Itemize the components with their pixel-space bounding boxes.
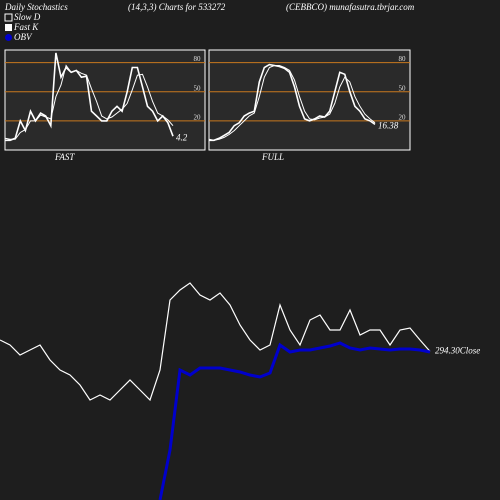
value-label-number: 294.30 [435,345,460,355]
y-tick-label: 80 [194,55,202,63]
y-tick-label: 20 [194,113,202,121]
y-tick-label: 50 [194,84,202,92]
header-left: Daily Stochastics [4,2,68,12]
series-line [209,63,376,142]
series-line [0,282,431,402]
legend-entry: OBV [14,32,33,42]
panel [4,49,206,151]
series-line [4,64,174,140]
panel [208,49,411,151]
y-tick-label: 50 [399,84,407,92]
series-line [5,52,174,142]
panel-label: FULL [261,152,284,162]
series-line [208,65,376,141]
y-tick-label: 20 [399,113,407,121]
legend-swatch [5,24,12,31]
series-line [158,341,431,500]
legend-entry: Fast K [13,22,39,32]
header-center: (14,3,3) Charts for 533272 [128,2,226,12]
y-tick-label: 80 [399,55,407,63]
panel-label: FAST [54,152,75,162]
series-name: Close [460,345,481,355]
legend-swatch [5,34,12,41]
legend-swatch [4,13,13,22]
header-right: (CEBBCO) munafasutra.tbrjar.com [286,2,415,12]
value-label: 4.2 [176,132,188,142]
value-label: 16.38 [378,120,399,130]
legend-entry: Slow D [14,12,41,22]
value-label: 294.30Close [435,345,480,355]
